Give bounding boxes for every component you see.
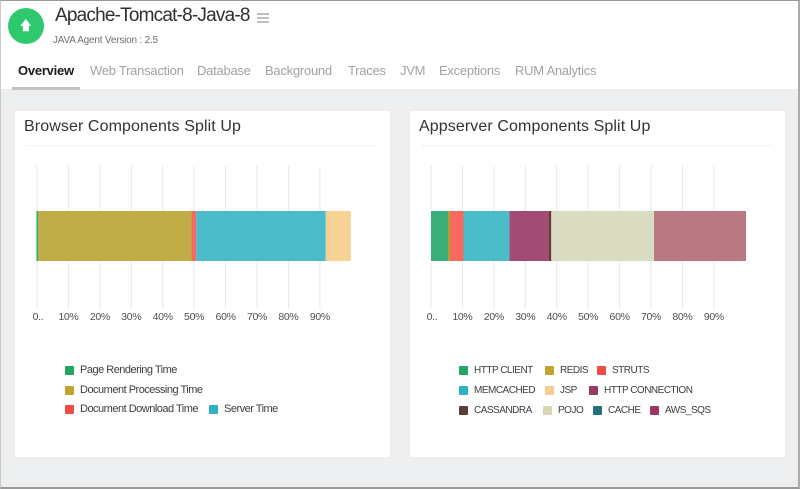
svg-text:50%: 50% bbox=[578, 311, 598, 323]
svg-text:30%: 30% bbox=[121, 311, 141, 323]
svg-text:70%: 70% bbox=[247, 311, 267, 323]
svg-text:10%: 10% bbox=[452, 311, 472, 323]
svg-text:90%: 90% bbox=[310, 311, 330, 323]
svg-text:40%: 40% bbox=[153, 311, 173, 323]
svg-text:0..: 0.. bbox=[427, 311, 438, 323]
svg-text:10%: 10% bbox=[58, 311, 78, 323]
svg-text:70%: 70% bbox=[641, 311, 661, 323]
svg-text:60%: 60% bbox=[216, 311, 236, 323]
svg-text:0..: 0.. bbox=[33, 311, 44, 323]
svg-text:30%: 30% bbox=[515, 311, 535, 323]
svg-text:80%: 80% bbox=[672, 311, 692, 323]
svg-text:20%: 20% bbox=[484, 311, 504, 323]
svg-text:40%: 40% bbox=[547, 311, 567, 323]
svg-text:60%: 60% bbox=[610, 311, 630, 323]
svg-text:20%: 20% bbox=[90, 311, 110, 323]
svg-text:90%: 90% bbox=[704, 311, 724, 323]
svg-text:80%: 80% bbox=[278, 311, 298, 323]
svg-text:50%: 50% bbox=[184, 311, 204, 323]
